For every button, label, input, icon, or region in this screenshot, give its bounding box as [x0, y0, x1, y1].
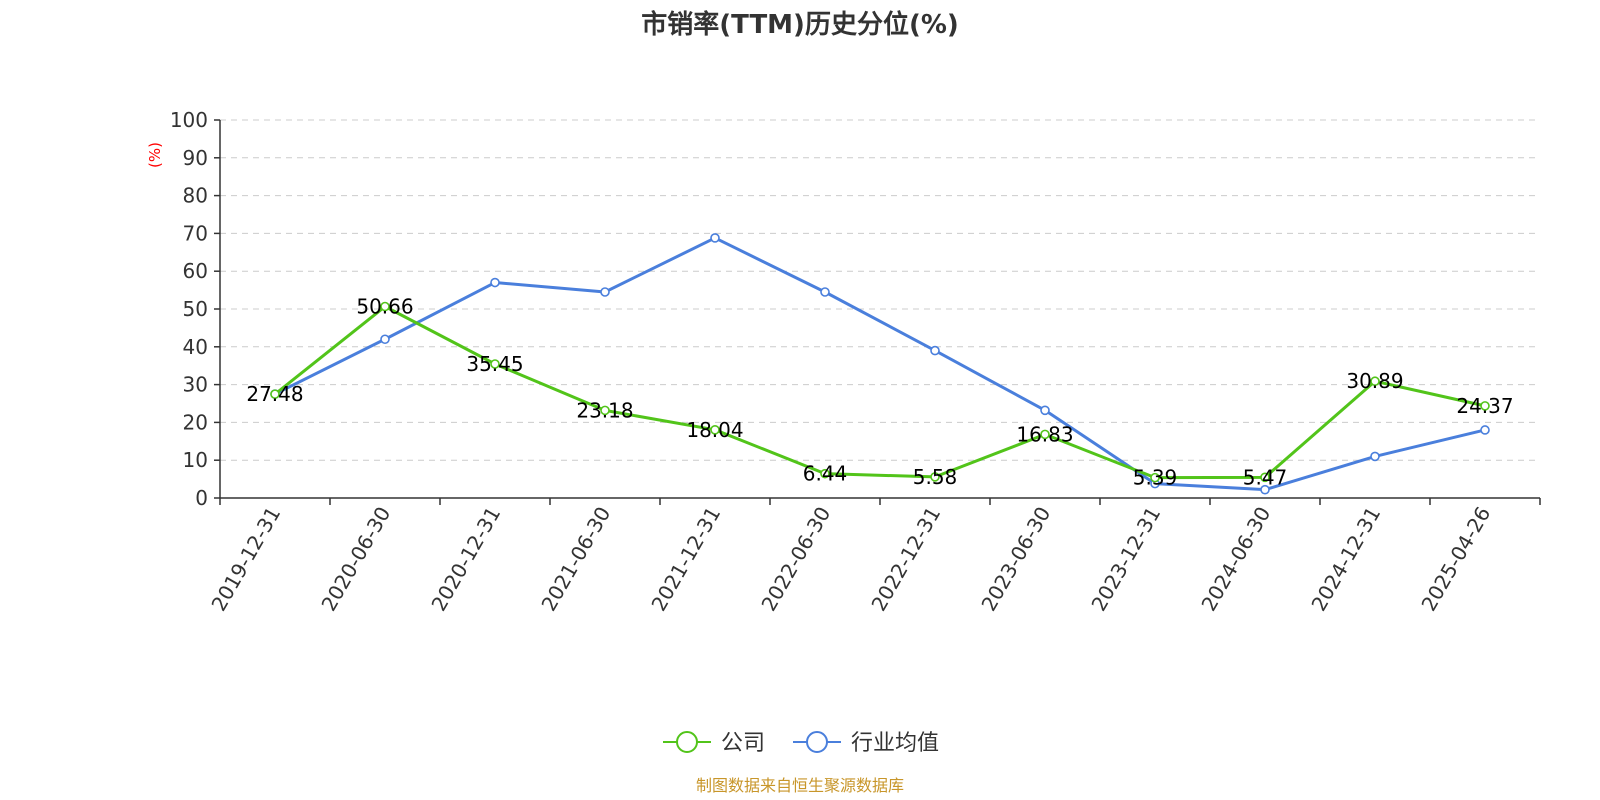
data-labels: 27.48 50.66 35.45 23.18 18.04 6.44 5.58 16.83 5.…	[246, 295, 1513, 490]
series-line-company	[274, 305, 1486, 480]
data-label: 35.45	[466, 352, 523, 376]
data-point	[1480, 425, 1490, 435]
y-tick-label: 70	[183, 221, 208, 245]
legend-marker	[676, 731, 698, 753]
data-point	[1150, 472, 1160, 483]
y-tick-label: 60	[183, 259, 208, 283]
series-line-industry	[274, 236, 1486, 492]
y-tick-label: 100	[170, 108, 208, 132]
data-point	[1480, 401, 1490, 411]
data-point	[1040, 405, 1050, 416]
data-point	[490, 359, 500, 369]
y-tick-label: 90	[183, 146, 208, 170]
data-point	[490, 277, 500, 288]
y-tick-label: 50	[183, 297, 208, 321]
x-tick-label: 2021-12-31	[646, 503, 725, 616]
series-lines	[270, 233, 1490, 495]
data-point	[930, 472, 940, 482]
data-label: 5.58	[913, 465, 958, 489]
x-tick-label: 2025-04-26	[1416, 503, 1495, 616]
data-label: 50.66	[356, 295, 413, 319]
data-point	[1260, 472, 1270, 483]
data-point	[820, 287, 830, 297]
data-point	[820, 468, 830, 479]
x-tick-label: 2023-06-30	[976, 503, 1055, 616]
data-label: 5.47	[1243, 465, 1288, 489]
data-label: 16.83	[1016, 422, 1073, 446]
data-point	[710, 233, 720, 243]
data-label: 24.37	[1456, 394, 1513, 418]
data-point	[930, 345, 940, 356]
data-point	[1370, 376, 1380, 387]
y-tick-label: 10	[183, 448, 208, 472]
legend-label: 行业均值	[851, 731, 939, 756]
legend: 公司 行业均值	[663, 731, 939, 756]
legend-label: 公司	[721, 731, 765, 756]
legend-marker	[806, 731, 828, 753]
data-label: 30.89	[1346, 369, 1403, 393]
data-point	[1040, 429, 1050, 440]
x-tick-label: 2023-12-31	[1086, 503, 1165, 616]
data-point	[600, 405, 610, 416]
chart-title: 市销率(TTM)历史分位(%)	[641, 9, 959, 40]
data-point	[270, 389, 280, 399]
x-tick-label: 2020-12-31	[426, 503, 505, 616]
x-tick-label: 2024-06-30	[1196, 503, 1275, 616]
source-note: 制图数据来自恒生聚源数据库	[696, 776, 904, 795]
x-tick-label: 2022-12-31	[866, 503, 945, 616]
data-point	[380, 334, 390, 345]
y-tick-label: 30	[183, 373, 208, 397]
data-point	[1370, 451, 1380, 462]
data-label: 5.39	[1133, 466, 1178, 490]
y-tick-label: 40	[183, 335, 208, 359]
y-axis-label: (%)	[146, 142, 164, 168]
data-point	[1260, 484, 1270, 495]
data-label: 27.48	[246, 382, 303, 406]
x-tick-label: 2020-06-30	[316, 503, 395, 616]
y-tick-label: 0	[195, 486, 208, 510]
data-point	[380, 301, 390, 312]
y-tick-label: 80	[183, 184, 208, 208]
data-point	[710, 425, 720, 435]
x-tick-label: 2024-12-31	[1306, 503, 1385, 616]
data-label: 6.44	[803, 462, 848, 486]
data-point	[600, 287, 610, 297]
axes: 0 10 20 30 40 50 60 70 80 90 100 2019-12-31 2020-06-…	[170, 108, 1541, 616]
x-tick-label: 2022-06-30	[756, 503, 835, 616]
data-label: 23.18	[576, 398, 633, 422]
data-label: 18.04	[686, 418, 743, 442]
x-tick-label: 2019-12-31	[206, 503, 285, 616]
y-tick-label: 20	[183, 410, 208, 434]
x-tick-label: 2021-06-30	[536, 503, 615, 616]
grid-lines	[220, 119, 1540, 461]
